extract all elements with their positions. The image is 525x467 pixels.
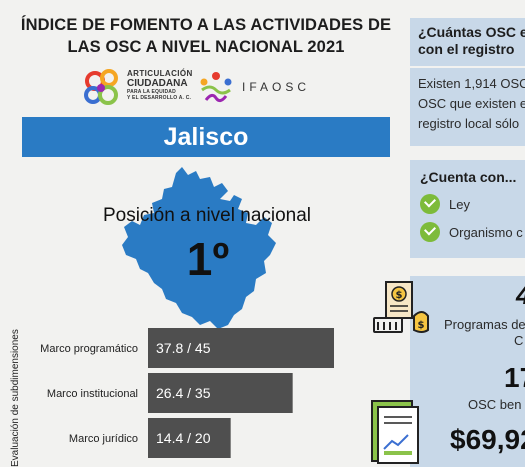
programs-label-2: C — [514, 333, 524, 348]
category-label-0: Marco programático — [40, 343, 138, 355]
cuenta-con-card: ¿Cuenta con... Ley Organismo c — [410, 160, 525, 258]
position-label: Posición a nivel nacional — [102, 205, 312, 226]
amount-value: $69,92 — [450, 424, 525, 455]
osc-beneficiadas-label: OSC ben — [468, 397, 522, 412]
report-folder-icon — [371, 400, 419, 464]
osc-count-title-line-1: ¿Cuántas OSC e — [418, 24, 525, 40]
ifaosc-logo-icon — [200, 72, 232, 103]
articulacion-ciudadana-logo: ARTICULACIÓN CIUDADANA PARA LA EQUIDAD Y… — [83, 68, 193, 108]
articulacion-logo-icon — [84, 69, 118, 105]
bar-1 — [148, 373, 293, 413]
page-title: ÍNDICE DE FOMENTO A LAS ACTIVIDADES DE L… — [20, 14, 392, 58]
osc-beneficiadas-count: 17 — [504, 362, 525, 393]
check-item-label: Organismo c — [449, 224, 523, 240]
title-line-2: LAS OSC A NIVEL NACIONAL 2021 — [67, 38, 345, 56]
svg-text:$: $ — [396, 290, 403, 301]
ifaosc-logo-text: IFAOSC — [242, 80, 311, 94]
category-label-2: Marco jurídico — [69, 433, 138, 445]
category-label-1: Marco institucional — [47, 388, 138, 400]
subdimension-bar-chart: Marco programático 37.8 / 45 Marco institu… — [40, 328, 334, 458]
check-icon — [420, 194, 440, 214]
osc-count-text-2: OSC que existen e — [418, 96, 525, 111]
articulacion-logo-text: ARTICULACIÓN CIUDADANA PARA LA EQUIDAD Y… — [127, 69, 193, 101]
programs-count: 4 — [516, 280, 525, 311]
svg-text:$: $ — [418, 320, 425, 331]
ifaosc-logo: IFAOSC — [198, 70, 338, 104]
bar-0 — [148, 328, 334, 368]
programs-card: 4 Programas de C 17 OSC ben $69,92 — [410, 276, 525, 467]
data-label-1: 26.4 / 35 — [156, 385, 211, 401]
data-label-2: 14.4 / 20 — [156, 430, 211, 446]
jalisco-map — [122, 167, 276, 329]
cuenta-con-title: ¿Cuenta con... — [420, 169, 517, 185]
logo-line-4: Y EL DESARROLLO A. C. — [127, 95, 192, 101]
check-item-ley: Ley — [420, 194, 525, 214]
title-line-1: ÍNDICE DE FOMENTO A LAS ACTIVIDADES DE — [20, 16, 392, 34]
osc-count-card: ¿Cuántas OSC e con el registro Existen 1… — [410, 18, 525, 146]
data-label-0: 37.8 / 45 — [156, 340, 211, 356]
programs-label-1: Programas de — [444, 317, 525, 332]
card-divider — [410, 66, 525, 68]
osc-count-text-1: Existen 1,914 OSC — [418, 76, 525, 91]
logo-line-3: PARA LA EQUIDAD — [127, 89, 176, 95]
state-banner: Jalisco — [22, 117, 390, 157]
logo-line-2: CIUDADANA — [127, 78, 188, 89]
check-item-label: Ley — [449, 196, 470, 212]
check-item-organismo: Organismo c — [420, 222, 525, 242]
osc-count-text-3: registro local sólo — [418, 116, 520, 131]
document-money-icon: $ $ — [373, 281, 429, 333]
osc-count-title: ¿Cuántas OSC e con el registro — [418, 24, 525, 58]
bar-2 — [148, 418, 231, 458]
logo-line-1: ARTICULACIÓN — [127, 69, 193, 78]
position-value: 1º — [186, 233, 230, 285]
check-icon — [420, 222, 440, 242]
osc-count-title-line-2: con el registro — [418, 41, 515, 57]
